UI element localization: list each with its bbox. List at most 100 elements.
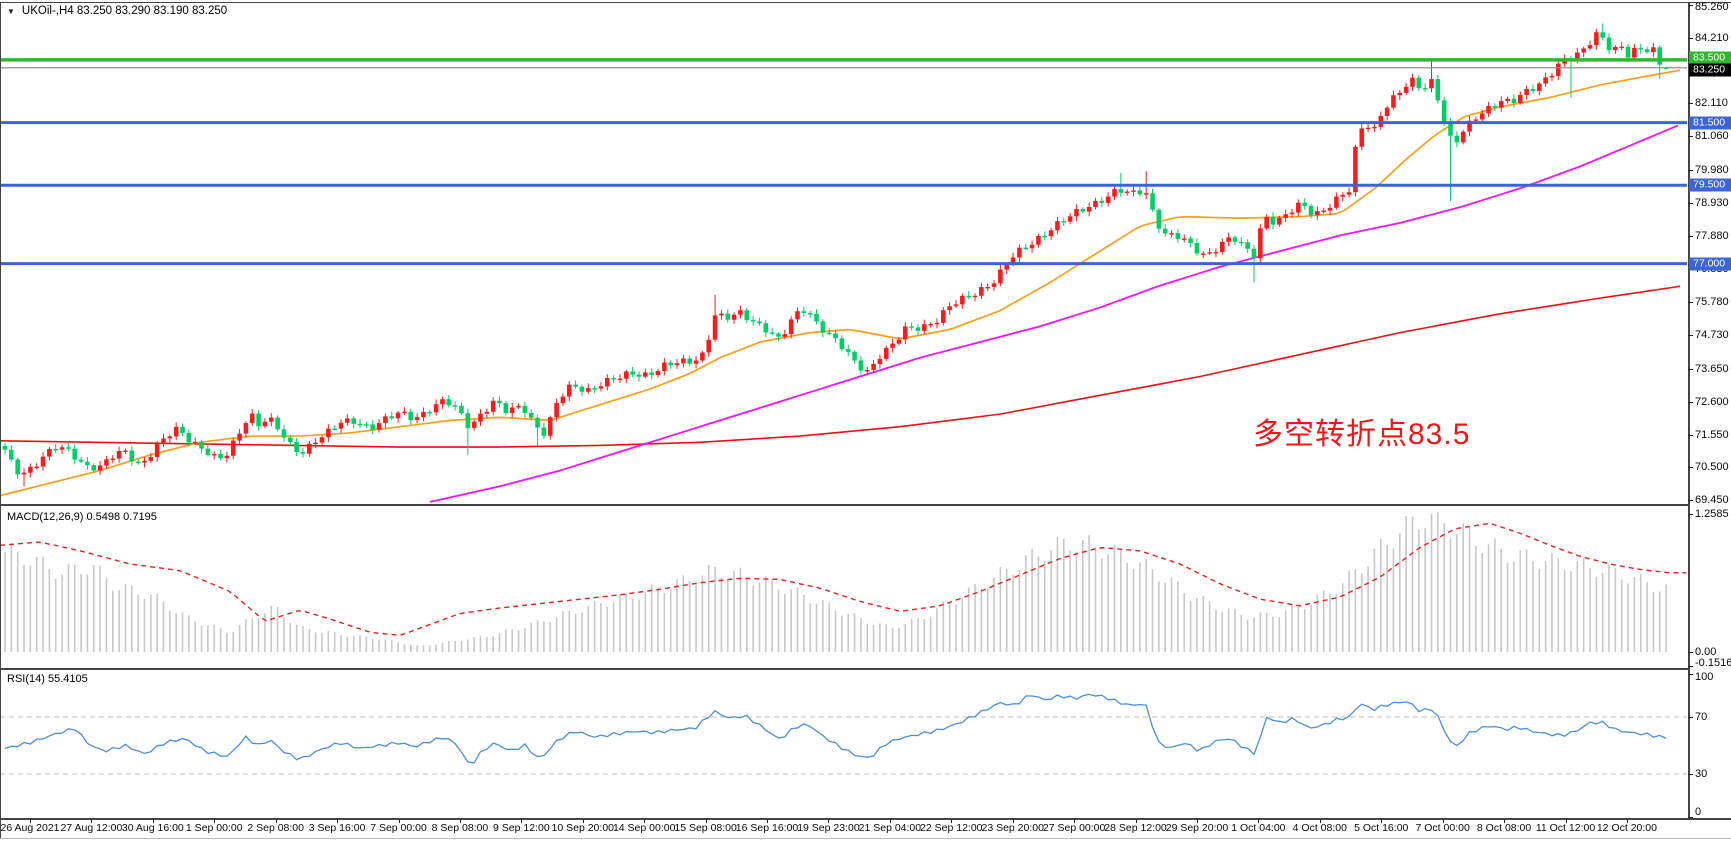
time-axis-tick (1196, 819, 1198, 823)
time-axis-tick (767, 819, 769, 823)
price-axis-tick (1688, 368, 1693, 370)
time-axis-label: 28 Sep 12:00 (1104, 822, 1167, 834)
price-axis-tick (1688, 4, 1693, 6)
time-axis-label: 12 Oct 20:00 (1596, 822, 1657, 834)
time-axis-tick (1135, 819, 1137, 823)
rsi-indicator-label: RSI(14) 55.4105 (7, 673, 88, 685)
macd-axis-label: -0.1516 (1695, 657, 1731, 669)
rsi-panel-divider[interactable] (0, 668, 1690, 670)
time-axis-label: 4 Oct 08:00 (1292, 822, 1347, 834)
rsi-axis-label: 100 (1695, 671, 1714, 683)
price-axis-tick (1688, 301, 1693, 303)
price-axis-label: 73.650 (1695, 362, 1729, 375)
time-axis-tick (1381, 819, 1383, 823)
price-scale-border[interactable] (1688, 2, 1690, 819)
time-axis-label: 30 Aug 16:00 (121, 822, 184, 834)
time-axis-label: 7 Oct 00:00 (1415, 822, 1470, 834)
chart-top-border (0, 2, 1731, 3)
rsi-axis-tick (1688, 774, 1693, 775)
time-axis-tick (1504, 819, 1506, 823)
time-axis-label: 22 Sep 12:00 (920, 822, 983, 834)
time-axis-label: 23 Sep 20:00 (981, 822, 1044, 834)
time-axis-tick (1319, 819, 1321, 823)
ma-fast-orange (1, 69, 1681, 497)
price-axis-label: 79.980 (1695, 164, 1729, 177)
time-axis-label: 1 Oct 04:00 (1231, 822, 1286, 834)
price-axis-tick (1688, 401, 1693, 403)
macd-indicator-label: MACD(12,26,9) 0.5498 0.7195 (7, 511, 157, 523)
rsi-axis-label: 70 (1695, 711, 1708, 723)
rsi-axis-label: 0 (1695, 806, 1702, 818)
price-axis-tick (1688, 203, 1693, 205)
price-badge: 79.500 (1689, 178, 1731, 192)
time-axis-tick (644, 819, 646, 823)
time-axis-tick (459, 819, 461, 823)
ma-slow-red (1, 285, 1681, 448)
time-axis-label: 29 Sep 20:00 (1165, 822, 1229, 834)
price-axis-label: 81.060 (1695, 130, 1729, 143)
time-axis-label: 10 Sep 20:00 (551, 822, 615, 834)
time-axis-tick (91, 819, 93, 823)
price-axis-tick (1688, 170, 1693, 172)
price-axis-label: 78.930 (1695, 197, 1729, 210)
time-axis-tick (828, 819, 830, 823)
chart-annotation-text[interactable]: 多空转折点83.5 (1253, 418, 1471, 451)
price-badge: 81.500 (1689, 116, 1731, 130)
time-axis-tick (275, 819, 277, 823)
macd-panel-divider[interactable] (0, 504, 1690, 506)
price-axis-tick (1688, 103, 1693, 105)
price-axis-label: 85.260 (1695, 1, 1729, 13)
macd-axis-tick (1688, 513, 1693, 515)
time-axis-tick (889, 819, 891, 823)
time-axis-tick (1626, 819, 1628, 823)
time-axis-label: 21 Sep 04:00 (858, 822, 922, 834)
chart-left-border (0, 2, 1, 838)
price-axis-label: 84.210 (1695, 31, 1729, 44)
rsi-axis-tick (1688, 674, 1693, 676)
time-axis-tick (1074, 819, 1076, 823)
time-axis-tick (1012, 819, 1014, 823)
time-axis-label: 14 Sep 00:00 (612, 822, 676, 834)
price-axis-label: 75.780 (1695, 295, 1729, 308)
time-axis-label: 9 Sep 12:00 (493, 822, 550, 834)
time-axis-tick (398, 819, 400, 823)
time-axis-tick (1565, 819, 1567, 823)
time-axis-border (0, 818, 1731, 820)
time-axis-tick (1258, 819, 1260, 823)
rsi-axis-tick (1688, 717, 1693, 718)
price-axis-tick (1688, 334, 1693, 336)
time-axis-label: 27 Sep 00:00 (1042, 822, 1106, 834)
ma-mid-magenta (429, 124, 1679, 503)
price-axis-tick (1688, 236, 1693, 238)
time-axis-label: 15 Sep 08:00 (674, 822, 737, 834)
time-axis-tick (30, 819, 31, 823)
chevron-down-icon[interactable]: ▼ (7, 6, 15, 16)
time-axis-label: 1 Sep 00:00 (185, 822, 243, 834)
time-axis-label: 19 Sep 23:00 (797, 822, 860, 834)
time-axis-label: 26 Aug 2021 (0, 822, 60, 834)
price-axis-label: 71.550 (1695, 428, 1729, 441)
price-axis-tick (1688, 37, 1693, 39)
price-axis-label: 82.110 (1695, 97, 1728, 110)
time-axis-tick (152, 819, 154, 823)
time-axis-tick (521, 819, 523, 823)
time-axis-label: 8 Sep 08:00 (431, 822, 489, 834)
time-axis-tick (951, 819, 953, 823)
time-axis-label: 2 Sep 08:00 (247, 822, 304, 834)
price-axis-label: 74.730 (1695, 328, 1729, 341)
macd-plot-area (1, 512, 1687, 652)
time-axis-tick (337, 819, 339, 823)
window-bottom-edge (0, 838, 1731, 839)
time-axis-tick (705, 819, 707, 823)
rsi-axis-label: 30 (1695, 768, 1708, 780)
time-axis-tick (1442, 819, 1444, 823)
time-axis-label: 3 Sep 16:00 (308, 822, 366, 834)
symbol-ohlc-text: UKOil-,H4 83.250 83.290 83.190 83.250 (21, 5, 228, 17)
macd-axis-label: 1.2585 (1695, 508, 1729, 520)
price-badge: 83.250 (1689, 63, 1731, 77)
price-badge: 77.000 (1689, 257, 1731, 271)
time-axis-label: 27 Aug 12:00 (60, 822, 123, 834)
price-axis-label: 70.500 (1695, 461, 1729, 474)
time-axis-label: 7 Sep 00:00 (370, 822, 427, 834)
